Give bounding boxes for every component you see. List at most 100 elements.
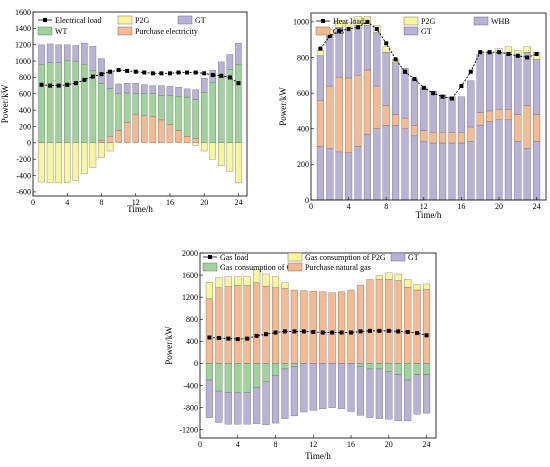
bar-p2g-8 xyxy=(382,46,390,53)
bar-purchase-natural-gas-1 xyxy=(205,298,213,364)
x-tick-label: 0 xyxy=(198,440,202,449)
legend-label: GT xyxy=(421,27,432,36)
plot-frame xyxy=(310,12,547,201)
bar-gt-17 xyxy=(356,366,365,416)
plot-frame xyxy=(199,252,437,439)
bar-whb-24 xyxy=(533,59,541,115)
x-axis-label: Time/h xyxy=(127,204,153,214)
bar-gt-18 xyxy=(366,368,374,418)
bar-gas-consumption-of-gb-22 xyxy=(404,363,412,381)
legend-label: Purchase electricity xyxy=(135,27,198,36)
bar-gt-12 xyxy=(420,141,428,201)
bar-purchase-natural-gas-21 xyxy=(394,280,402,364)
bar-purchase-electricity-10 xyxy=(115,130,122,143)
load-point-23 xyxy=(227,75,232,80)
bar-gb-3 xyxy=(335,76,343,153)
bar-p2g-3 xyxy=(55,142,62,184)
x-tick-label: 20 xyxy=(200,198,208,207)
bar-purchase-natural-gas-17 xyxy=(356,284,365,364)
bar-whb-1 xyxy=(316,55,324,101)
load-point-20 xyxy=(202,71,207,76)
bar-wt-13 xyxy=(141,93,148,117)
bar-gt-15 xyxy=(158,85,165,96)
x-tick-label: 4 xyxy=(236,440,240,449)
x-tick-label: 24 xyxy=(234,198,242,207)
bar-gb-16 xyxy=(457,132,465,144)
legend-label: WT xyxy=(55,27,68,36)
bar-gb-10 xyxy=(401,117,409,129)
x-tick-label: 12 xyxy=(132,198,140,207)
load-point-5 xyxy=(356,25,360,30)
bar-gt-6 xyxy=(253,387,261,424)
bar-gt-1 xyxy=(205,379,213,418)
chart-panel-1: 0 4 8 12 16 20 24 -600 -400 -200 0 200 400 600 800 1000… xyxy=(0,8,248,214)
load-point-6 xyxy=(365,19,370,24)
bar-gt-12 xyxy=(132,82,139,94)
bar-p2g-4 xyxy=(64,142,71,184)
bar-purchase-natural-gas-22 xyxy=(404,287,412,364)
load-point-14 xyxy=(330,330,335,335)
bar-gas-consumption-of-gb-5 xyxy=(243,363,251,393)
bar-gt-19 xyxy=(486,121,494,201)
load-point-10 xyxy=(116,68,121,73)
bar-gt-2 xyxy=(326,148,334,201)
bar-gt-3 xyxy=(224,392,232,425)
bar-gt-19 xyxy=(375,368,383,419)
legend-label: Electrical load xyxy=(55,16,101,25)
bar-whb-15 xyxy=(448,96,456,133)
bar-gt-2 xyxy=(215,390,223,423)
x-tick-label: 24 xyxy=(533,202,541,211)
y-tick-label: 0 xyxy=(305,196,309,205)
load-line xyxy=(209,330,427,340)
y-tick-label: 200 xyxy=(19,122,31,131)
y-tick-label: 1200 xyxy=(15,41,31,50)
bar-gb-14 xyxy=(439,132,447,144)
y-tick-label: -800 xyxy=(183,403,198,412)
bar-gt-9 xyxy=(392,125,400,201)
bar-wt-8 xyxy=(98,82,105,141)
load-point-14 xyxy=(150,71,155,76)
bar-gt-21 xyxy=(504,119,512,201)
load-point-21 xyxy=(210,72,215,77)
bar-whb-10 xyxy=(401,68,409,119)
bar-purchase-natural-gas-5 xyxy=(243,285,251,364)
bar-purchase-natural-gas-20 xyxy=(385,279,393,364)
y-tick-label: 1400 xyxy=(15,24,31,33)
load-point-8 xyxy=(99,72,104,77)
bar-gas-consumption-of-gb-3 xyxy=(224,363,232,393)
bar-gb-15 xyxy=(448,132,456,144)
x-tick-label: 20 xyxy=(385,440,393,449)
bar-gas-consumption-of-gb-20 xyxy=(385,363,393,372)
bar-gt-1 xyxy=(38,44,45,65)
bar-gt-19 xyxy=(192,89,199,100)
chart-panel-3: 0 4 8 12 16 20 24 -1200 -800 -400 0 400 800 1200 1600 2… xyxy=(164,249,437,461)
bar-gt-7 xyxy=(373,128,381,201)
bar-gt-15 xyxy=(448,142,456,201)
load-point-1 xyxy=(39,82,44,87)
bar-whb-7 xyxy=(373,32,381,87)
bar-whb-23 xyxy=(523,52,531,106)
load-point-15 xyxy=(450,96,454,101)
x-tick-label: 4 xyxy=(347,202,351,211)
bar-purchase-natural-gas-14 xyxy=(328,292,336,364)
legend: Electrical load P2G GT WT Purchase electrici… xyxy=(37,15,206,36)
bar-gas-consumption-of-gb-19 xyxy=(375,363,383,370)
bar-purchase-natural-gas-6 xyxy=(253,282,261,364)
x-tick-label: 20 xyxy=(495,202,503,211)
bar-purchase-electricity-12 xyxy=(132,114,139,143)
load-point-19 xyxy=(487,50,492,55)
load-point-15 xyxy=(159,71,164,76)
legend-marker-load xyxy=(321,19,325,23)
load-point-6 xyxy=(82,77,87,82)
bar-whb-12 xyxy=(420,87,428,131)
bar-gt-13 xyxy=(141,84,148,94)
x-tick-label: 12 xyxy=(309,440,317,449)
bar-whb-6 xyxy=(363,25,371,71)
bar-gt-5 xyxy=(243,392,251,425)
bar-purchase-electricity-17 xyxy=(175,130,182,143)
legend-label: WHB xyxy=(491,17,510,26)
bar-p2g-20 xyxy=(200,142,208,152)
bar-purchase-electricity-14 xyxy=(149,116,157,143)
bar-p2g-2 xyxy=(46,142,54,184)
